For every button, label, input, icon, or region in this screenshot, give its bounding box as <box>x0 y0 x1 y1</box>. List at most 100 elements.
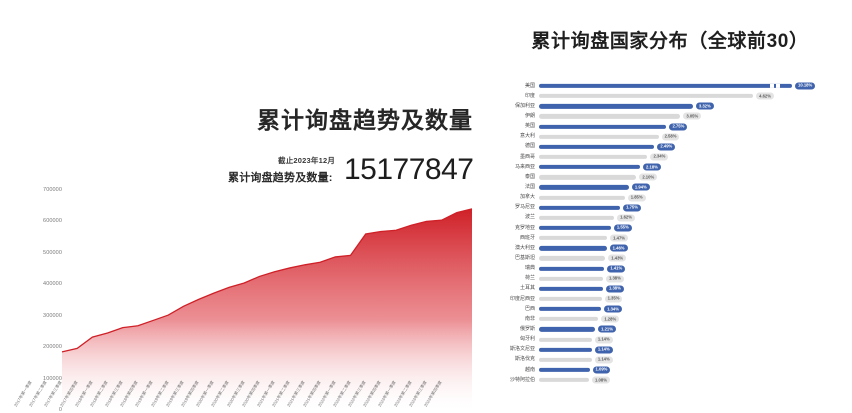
bar-fill <box>539 286 603 291</box>
country-label: 墨西哥 <box>519 153 535 160</box>
country-label: 巴基斯坦 <box>514 254 535 261</box>
country-bar-row[interactable]: 泰国 2.10% <box>480 172 852 182</box>
bar-track: 1.14% <box>539 355 852 365</box>
country-bar-row[interactable]: 墨西哥 2.34% <box>480 152 852 162</box>
bar-fill <box>539 307 602 312</box>
country-bar-row[interactable]: 印度尼西亚 1.35% <box>480 294 852 304</box>
bar-fill <box>539 114 681 119</box>
bar-track: 1.38% <box>539 274 852 284</box>
country-label: 斯洛文尼亚 <box>509 346 535 353</box>
bar-value-label: 2.49% <box>657 143 676 151</box>
bar-fill <box>539 236 608 241</box>
bar-track: 2.75% <box>539 122 852 132</box>
country-bar-row[interactable]: 越南 1.09% <box>480 365 852 375</box>
country-label: 印度 <box>524 92 535 99</box>
country-bar-row[interactable]: 伊朗 3.05% <box>480 111 852 121</box>
bar-value-label: 1.38% <box>605 275 624 283</box>
bar-value-label: 3.05% <box>683 112 702 120</box>
country-bar-row[interactable]: 南非 1.28% <box>480 314 852 324</box>
country-bar-row[interactable]: 罗马尼亚 1.75% <box>480 203 852 213</box>
bar-value-label: 1.09% <box>592 366 611 374</box>
cumulative-inquiry-area-chart <box>61 208 473 410</box>
bar-track: 1.43% <box>539 253 852 263</box>
country-label: 巴西 <box>524 305 535 312</box>
country-bar-row[interactable]: 土耳其 1.38% <box>480 284 852 294</box>
country-bar-row[interactable]: 荷兰 1.38% <box>480 274 852 284</box>
bar-track: 2.18% <box>539 162 852 172</box>
bar-value-label: 2.10% <box>639 173 658 181</box>
country-bar-row[interactable]: 保加利亚 3.32% <box>480 101 852 111</box>
country-bar-row[interactable]: 巴基斯坦 1.43% <box>480 253 852 263</box>
bar-track: 1.14% <box>539 345 852 355</box>
bar-track: 1.08% <box>539 375 852 385</box>
y-axis-tick: 200000 <box>43 344 62 351</box>
bar-track: 2.58% <box>539 132 852 142</box>
country-label: 西班牙 <box>519 234 535 241</box>
kpi-as-of-date: 截止2023年12月 <box>278 156 336 165</box>
country-label: 沙特阿拉伯 <box>509 376 535 383</box>
country-label: 土耳其 <box>519 285 535 292</box>
bar-value-label: 1.62% <box>617 214 635 222</box>
bar-track: 1.35% <box>539 294 852 304</box>
bar-fill <box>539 337 592 342</box>
bar-value-label: 2.34% <box>650 153 669 161</box>
bar-track: 10.18% <box>539 81 852 91</box>
bar-fill <box>539 276 603 281</box>
country-bar-row[interactable]: 法国 1.94% <box>480 182 852 192</box>
bar-value-label: 1.43% <box>608 254 627 262</box>
y-axis-tick: 100000 <box>43 375 62 382</box>
bar-track: 1.09% <box>539 365 852 375</box>
bar-track: 1.28% <box>539 314 852 324</box>
bar-track: 3.32% <box>539 101 852 111</box>
country-bar-row[interactable]: 加拿大 1.85% <box>480 193 852 203</box>
country-bar-row[interactable]: 德国 2.49% <box>480 142 852 152</box>
kpi-value: 15177847 <box>344 153 474 186</box>
bar-fill <box>539 347 592 352</box>
country-label: 南非 <box>524 315 535 322</box>
country-bar-row[interactable]: 美国 10.18% <box>480 81 852 91</box>
bar-value-label: 1.34% <box>604 305 622 313</box>
bar-track: 1.55% <box>539 223 852 233</box>
country-label: 克罗地亚 <box>514 224 535 231</box>
country-label: 波兰 <box>524 214 535 221</box>
bar-fill <box>539 296 602 302</box>
country-bar-row[interactable]: 沙特阿拉伯 1.08% <box>480 375 852 385</box>
country-bar-row[interactable]: 匈牙利 1.14% <box>480 335 852 345</box>
bar-fill <box>539 225 611 231</box>
bar-value-label: 1.85% <box>627 194 646 202</box>
country-bar-row[interactable]: 英国 2.75% <box>480 122 852 132</box>
country-bar-row[interactable]: 印度 4.62% <box>480 91 852 101</box>
bar-value-label: 1.14% <box>594 336 613 344</box>
bar-fill <box>539 205 621 210</box>
bar-fill <box>539 94 754 99</box>
country-label: 马来西亚 <box>514 163 535 170</box>
bar-fill <box>539 165 641 170</box>
country-label: 荷兰 <box>524 275 535 282</box>
bar-value-label: 1.46% <box>609 244 628 252</box>
y-axis-tick: 300000 <box>43 312 62 319</box>
country-label: 加拿大 <box>519 194 535 201</box>
country-bar-row[interactable]: 俄罗斯 1.21% <box>480 324 852 334</box>
country-bar-row[interactable]: 波兰 1.62% <box>480 213 852 223</box>
bar-track: 1.38% <box>539 284 852 294</box>
bar-track: 3.05% <box>539 111 852 121</box>
bar-value-label: 1.35% <box>604 295 623 303</box>
bar-value-label: 1.38% <box>605 285 624 293</box>
country-label: 伊朗 <box>524 112 535 119</box>
bar-track: 1.41% <box>539 264 852 274</box>
country-bar-row[interactable]: 瑞典 1.41% <box>480 264 852 274</box>
country-label: 泰国 <box>524 173 535 180</box>
country-bar-row[interactable]: 西班牙 1.47% <box>480 233 852 243</box>
bar-fill <box>539 83 792 89</box>
inquiry-trend-panel: 累计询盘趋势及数量 截止2023年12月 累计询盘趋势及数量: 15177847… <box>13 107 474 413</box>
bar-fill <box>539 154 648 160</box>
country-bar-row[interactable]: 马来西亚 2.18% <box>480 162 852 172</box>
country-bar-row[interactable]: 斯洛文尼亚 1.14% <box>480 345 852 355</box>
country-bar-row[interactable]: 巴西 1.34% <box>480 304 852 314</box>
country-bar-row[interactable]: 斯洛伐克 1.14% <box>480 355 852 365</box>
country-bar-row[interactable]: 克罗地亚 1.55% <box>480 223 852 233</box>
country-bar-row[interactable]: 澳大利亚 1.46% <box>480 243 852 253</box>
bar-value-label: 1.14% <box>594 346 613 354</box>
country-bar-row[interactable]: 意大利 2.58% <box>480 132 852 142</box>
axis-break-icon <box>776 83 780 89</box>
